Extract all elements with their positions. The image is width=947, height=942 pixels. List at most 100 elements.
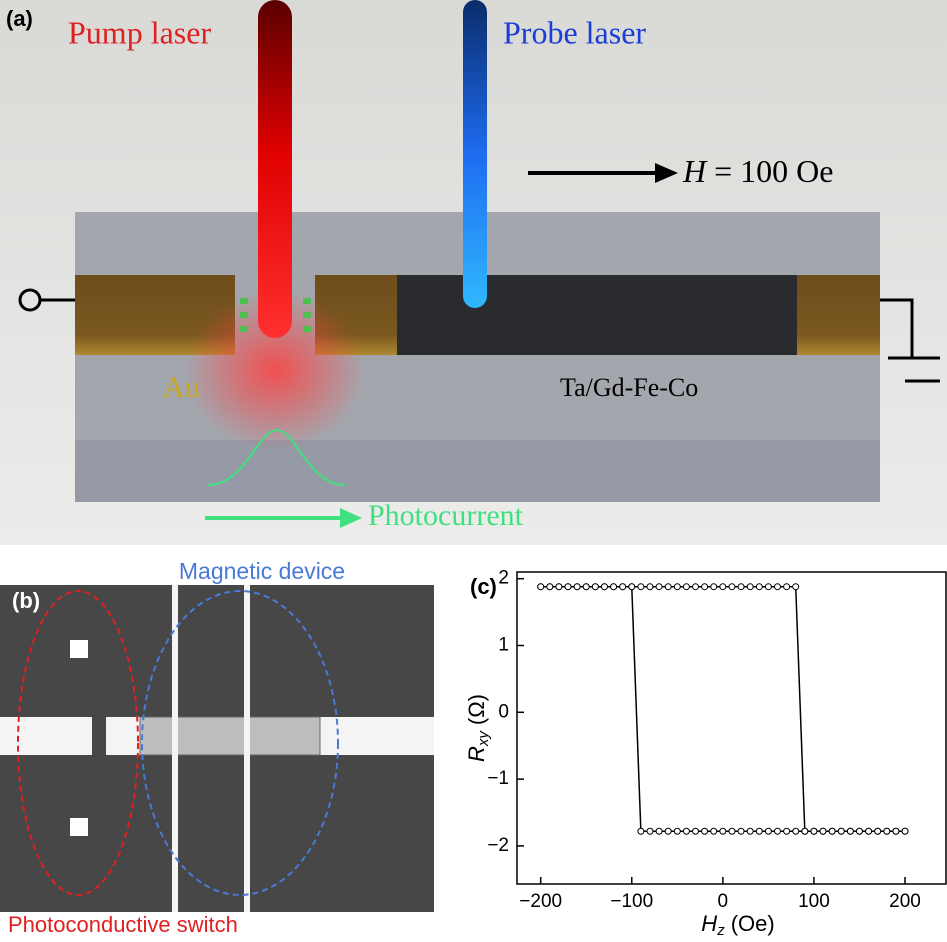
x-label-sub: z <box>716 922 725 939</box>
data-point <box>856 828 862 834</box>
y-label-main: R <box>464 746 489 762</box>
data-point <box>683 828 689 834</box>
data-point <box>656 828 662 834</box>
y-tick-label: 0 <box>498 701 509 722</box>
data-point <box>665 828 671 834</box>
field-value: = 100 Oe <box>714 153 833 189</box>
film-label: Ta/Gd-Fe-Co <box>560 373 698 402</box>
data-point <box>583 584 589 590</box>
data-point <box>620 584 626 590</box>
data-point <box>893 828 899 834</box>
y-tick-label: 1 <box>498 635 509 656</box>
x-label-main: H <box>701 911 717 936</box>
x-axis-label: Hz (Oe) <box>701 911 774 939</box>
data-point <box>774 584 780 590</box>
electrode <box>244 585 250 912</box>
data-point <box>729 828 735 834</box>
panel-c: (c) Hz (Oe) Rxy(Ω) −200 −100 0 100 200 −2 −1 0 1 2 <box>464 568 946 939</box>
loop-line <box>541 587 905 832</box>
pump-beam <box>258 0 292 338</box>
data-point <box>784 828 790 834</box>
data-point <box>611 584 617 590</box>
data-point <box>847 828 853 834</box>
y-tick-label: −1 <box>487 768 509 789</box>
data-point <box>601 584 607 590</box>
data-point <box>747 828 753 834</box>
data-point <box>656 584 662 590</box>
data-point <box>774 828 780 834</box>
data-point <box>547 584 553 590</box>
data-point <box>592 584 598 590</box>
field-symbol: H <box>682 153 708 189</box>
au-pad <box>797 275 880 355</box>
data-point <box>711 828 717 834</box>
data-point <box>565 584 571 590</box>
pump-label: Pump laser <box>68 14 211 50</box>
data-point <box>729 584 735 590</box>
loop-line <box>541 587 905 832</box>
data-point <box>711 584 717 590</box>
data-point <box>693 584 699 590</box>
gap <box>92 712 106 760</box>
x-tick-label: −100 <box>610 891 653 912</box>
x-tick-label: −200 <box>519 891 562 912</box>
electrode <box>172 585 178 912</box>
data-point <box>820 828 826 834</box>
data-point <box>756 828 762 834</box>
data-point <box>665 584 671 590</box>
data-point <box>647 828 653 834</box>
figure: (a) Pump laser Probe laser H= 100 Oe Au … <box>0 0 947 942</box>
data-point <box>793 584 799 590</box>
data-point <box>829 828 835 834</box>
data-point <box>556 584 562 590</box>
panel-label: (c) <box>470 574 497 599</box>
panel-b: (b) Magnetic device Photoconductive swit… <box>0 558 434 937</box>
data-point <box>866 828 872 834</box>
data-point <box>902 828 908 834</box>
photocurrent-label: Photocurrent <box>368 499 524 532</box>
panel-label: (a) <box>6 6 33 31</box>
probe-label: Probe laser <box>503 14 646 50</box>
data-point <box>875 828 881 834</box>
data-point <box>720 584 726 590</box>
data-point <box>538 584 544 590</box>
pad <box>70 640 88 658</box>
panel-a: (a) Pump laser Probe laser H= 100 Oe Au … <box>0 0 947 545</box>
field-label: H= 100 Oe <box>682 153 833 189</box>
y-axis-label: Rxy(Ω) <box>464 694 492 762</box>
x-tick-label: 0 <box>718 891 729 912</box>
data-point <box>720 828 726 834</box>
device <box>140 717 320 755</box>
data-point <box>647 584 653 590</box>
pad <box>70 818 88 836</box>
data-point <box>765 584 771 590</box>
data-point <box>747 584 753 590</box>
data-point <box>884 828 890 834</box>
data-point <box>765 828 771 834</box>
data-point <box>702 584 708 590</box>
y-tick-label: 2 <box>498 568 509 589</box>
x-tick-label: 100 <box>798 891 830 912</box>
au-label: Au <box>163 371 200 404</box>
y-tick-label: −2 <box>487 835 509 856</box>
data-point <box>674 584 680 590</box>
data-point <box>629 584 635 590</box>
data-point <box>838 828 844 834</box>
data-point <box>638 584 644 590</box>
data-point <box>802 828 808 834</box>
data-point <box>693 828 699 834</box>
x-label-unit: (Oe) <box>731 911 775 936</box>
x-tick-label: 200 <box>889 891 921 912</box>
film <box>397 275 797 355</box>
data-point <box>674 828 680 834</box>
device-label: Magnetic device <box>179 558 345 584</box>
substrate-front <box>75 440 880 502</box>
data-point <box>811 828 817 834</box>
data-point <box>756 584 762 590</box>
y-label-unit: (Ω) <box>464 694 489 725</box>
data-point <box>638 828 644 834</box>
data-point <box>793 828 799 834</box>
panel-label: (b) <box>12 588 40 613</box>
data-point <box>702 828 708 834</box>
data-point <box>683 584 689 590</box>
